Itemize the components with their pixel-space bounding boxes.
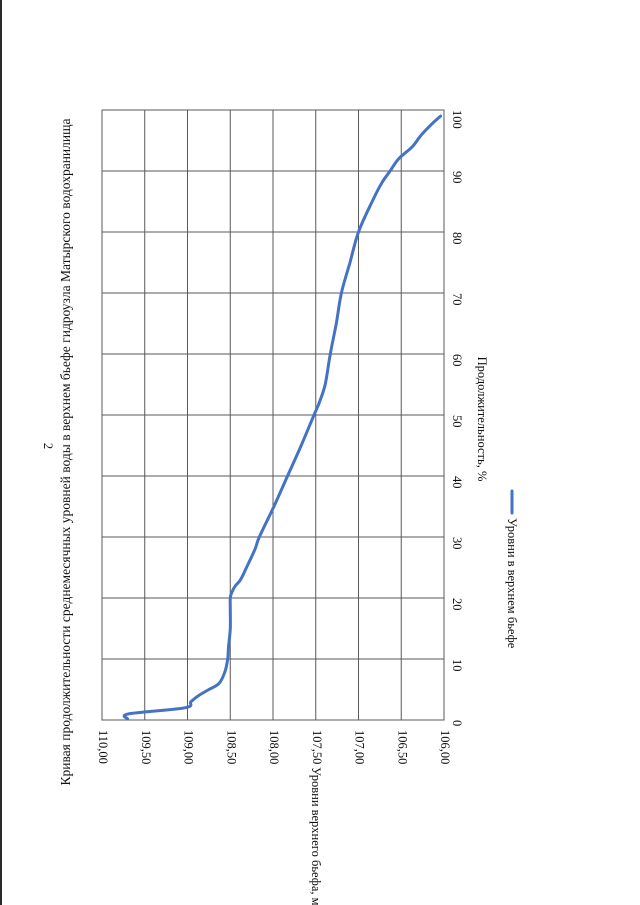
plot-area (101, 109, 445, 721)
x-tick-label: 100 (450, 110, 464, 129)
y-tick-label: 108,00 (267, 730, 281, 764)
x-tick-label: 50 (450, 415, 464, 428)
x-tick-label: 10 (450, 659, 464, 672)
y-tick-label: 109,00 (182, 730, 196, 764)
y-tick-label: 106,00 (438, 730, 452, 764)
y-tick-label: 109,50 (139, 730, 153, 764)
x-tick-label: 60 (450, 354, 464, 367)
page-number: 2 (41, 443, 55, 449)
series-line (122, 114, 443, 721)
y-tick-label: 108,50 (224, 730, 238, 764)
x-tick-label: 90 (450, 171, 464, 184)
chart-title: Кривая продолжительности среднемесячных … (58, 118, 73, 785)
y-tick-label: 110,00 (96, 730, 110, 764)
gridlines (101, 109, 445, 721)
x-tick-label: 0 (450, 720, 464, 726)
y-axis-ticks: 106,00 106,50 107,00 107,50 108,00 108,50 109,… (96, 730, 452, 764)
y-axis-label: Уровни верхнего бьефа, м (309, 767, 323, 905)
x-axis-ticks: 0 10 20 30 40 50 60 70 80 90 100 (450, 110, 464, 726)
x-axis-label: Продолжительность, % (475, 357, 489, 482)
x-tick-label: 80 (450, 232, 464, 245)
y-tick-label: 106,50 (395, 730, 409, 764)
x-tick-label: 30 (450, 537, 464, 550)
x-tick-label: 20 (450, 598, 464, 611)
series-layer (122, 114, 443, 721)
x-tick-label: 70 (450, 293, 464, 306)
legend: Уровни в верхнем бьефе (505, 489, 519, 649)
x-tick-label: 40 (450, 476, 464, 489)
y-tick-label: 107,00 (353, 730, 367, 764)
legend-label: Уровни в верхнем бьефе (505, 518, 519, 649)
page-left-edge (0, 0, 2, 905)
y-tick-label: 107,50 (310, 730, 324, 764)
